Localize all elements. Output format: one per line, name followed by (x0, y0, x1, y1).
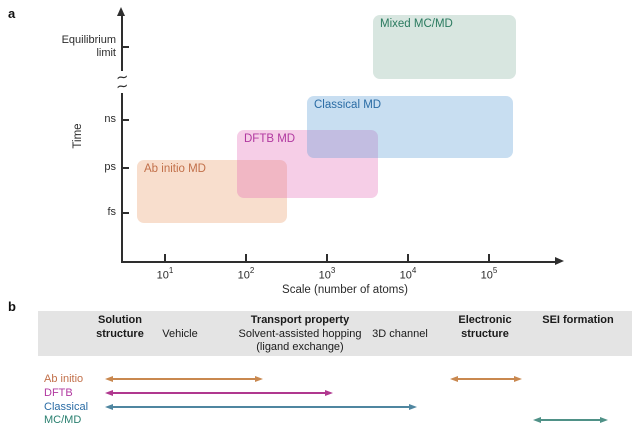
y-tick (122, 212, 129, 214)
row-label-ab-initio: Ab initio (44, 372, 84, 385)
row-label-classical: Classical (44, 400, 89, 413)
header-col-3d-channel: 3D channel (372, 327, 428, 340)
method-box-label-ab-initio-md: Ab initio MD (144, 163, 206, 175)
x-tick-label: 103 (318, 266, 336, 282)
panel-b-header-bar (38, 311, 632, 356)
arrow-line (455, 378, 517, 380)
row-label-mc-md: MC/MD (44, 413, 82, 426)
header-col-vehicle: Vehicle (162, 327, 198, 340)
method-box-ab-initio-md: Ab initio MD (137, 160, 287, 223)
arrow-head-left-icon (105, 389, 113, 396)
method-box-dftb-md: DFTB MD (237, 130, 378, 198)
y-tick (122, 167, 129, 169)
arrow-line (110, 406, 412, 408)
method-box-mixed-mc-md: Mixed MC/MD (373, 15, 516, 79)
x-tick (326, 254, 328, 263)
x-tick (488, 254, 490, 263)
header-col-transport-property: Solvent-assisted hopping (238, 327, 362, 340)
y-axis-break-icon: ∼ ∼ (112, 68, 132, 96)
x-tick-label: 105 (480, 266, 498, 282)
timeline-arrow-dftb (105, 388, 333, 398)
arrow-head-right-icon (255, 375, 263, 382)
panel-a-label: a (8, 6, 16, 21)
timeline-arrow-classical (105, 402, 417, 412)
y-tick (122, 46, 129, 48)
x-axis-title: Scale (number of atoms) (282, 284, 408, 296)
timeline-arrow-ab-initio (105, 374, 263, 384)
y-tick (122, 119, 129, 121)
method-box-label-dftb-md: DFTB MD (244, 133, 296, 145)
y-axis-title: Time (72, 123, 84, 149)
header-col-electronic-structure: structure (461, 327, 509, 340)
method-box-classical-md: Classical MD (307, 96, 513, 158)
y-tick-label-fs: fs (107, 206, 116, 218)
header-col-transport-property: (ligand exchange) (256, 341, 344, 353)
header-col-solution-structure: Solution (98, 314, 142, 326)
y-axis-arrowhead-icon (117, 7, 125, 16)
x-tick (245, 254, 247, 263)
arrow-head-left-icon (105, 403, 113, 410)
arrow-line (110, 378, 258, 380)
header-col-transport-property: Transport property (250, 314, 350, 326)
x-tick-label: 101 (156, 266, 174, 282)
panel-b-label: b (8, 299, 16, 314)
x-tick (164, 254, 166, 263)
method-box-label-classical-md: Classical MD (314, 99, 382, 111)
timeline-arrow-mc-md (533, 415, 608, 425)
arrow-line (538, 419, 603, 421)
arrow-head-left-icon (105, 375, 113, 382)
timeline-arrow-ab-initio (450, 374, 522, 384)
x-axis-line (121, 261, 556, 263)
x-tick (407, 254, 409, 263)
header-col-solution-structure: structure (96, 327, 144, 340)
header-col-sei-formation: SEI formation (542, 314, 614, 326)
arrow-head-left-icon (533, 416, 541, 423)
row-label-dftb: DFTB (44, 386, 73, 399)
x-axis-arrowhead-icon (555, 257, 564, 265)
arrow-head-right-icon (325, 389, 333, 396)
x-tick-label: 102 (237, 266, 255, 282)
x-tick-label: 104 (399, 266, 417, 282)
arrow-head-left-icon (450, 375, 458, 382)
arrow-head-right-icon (600, 416, 608, 423)
arrow-head-right-icon (514, 375, 522, 382)
y-axis-line (121, 13, 123, 262)
y-tick-label-ps: ps (104, 161, 116, 173)
method-box-label-mixed-mc-md: Mixed MC/MD (380, 18, 453, 30)
header-col-electronic-structure: Electronic (458, 314, 512, 326)
arrow-line (110, 392, 328, 394)
arrow-head-right-icon (409, 403, 417, 410)
y-tick-label-equilibrium: Equilibrium limit (61, 34, 116, 59)
